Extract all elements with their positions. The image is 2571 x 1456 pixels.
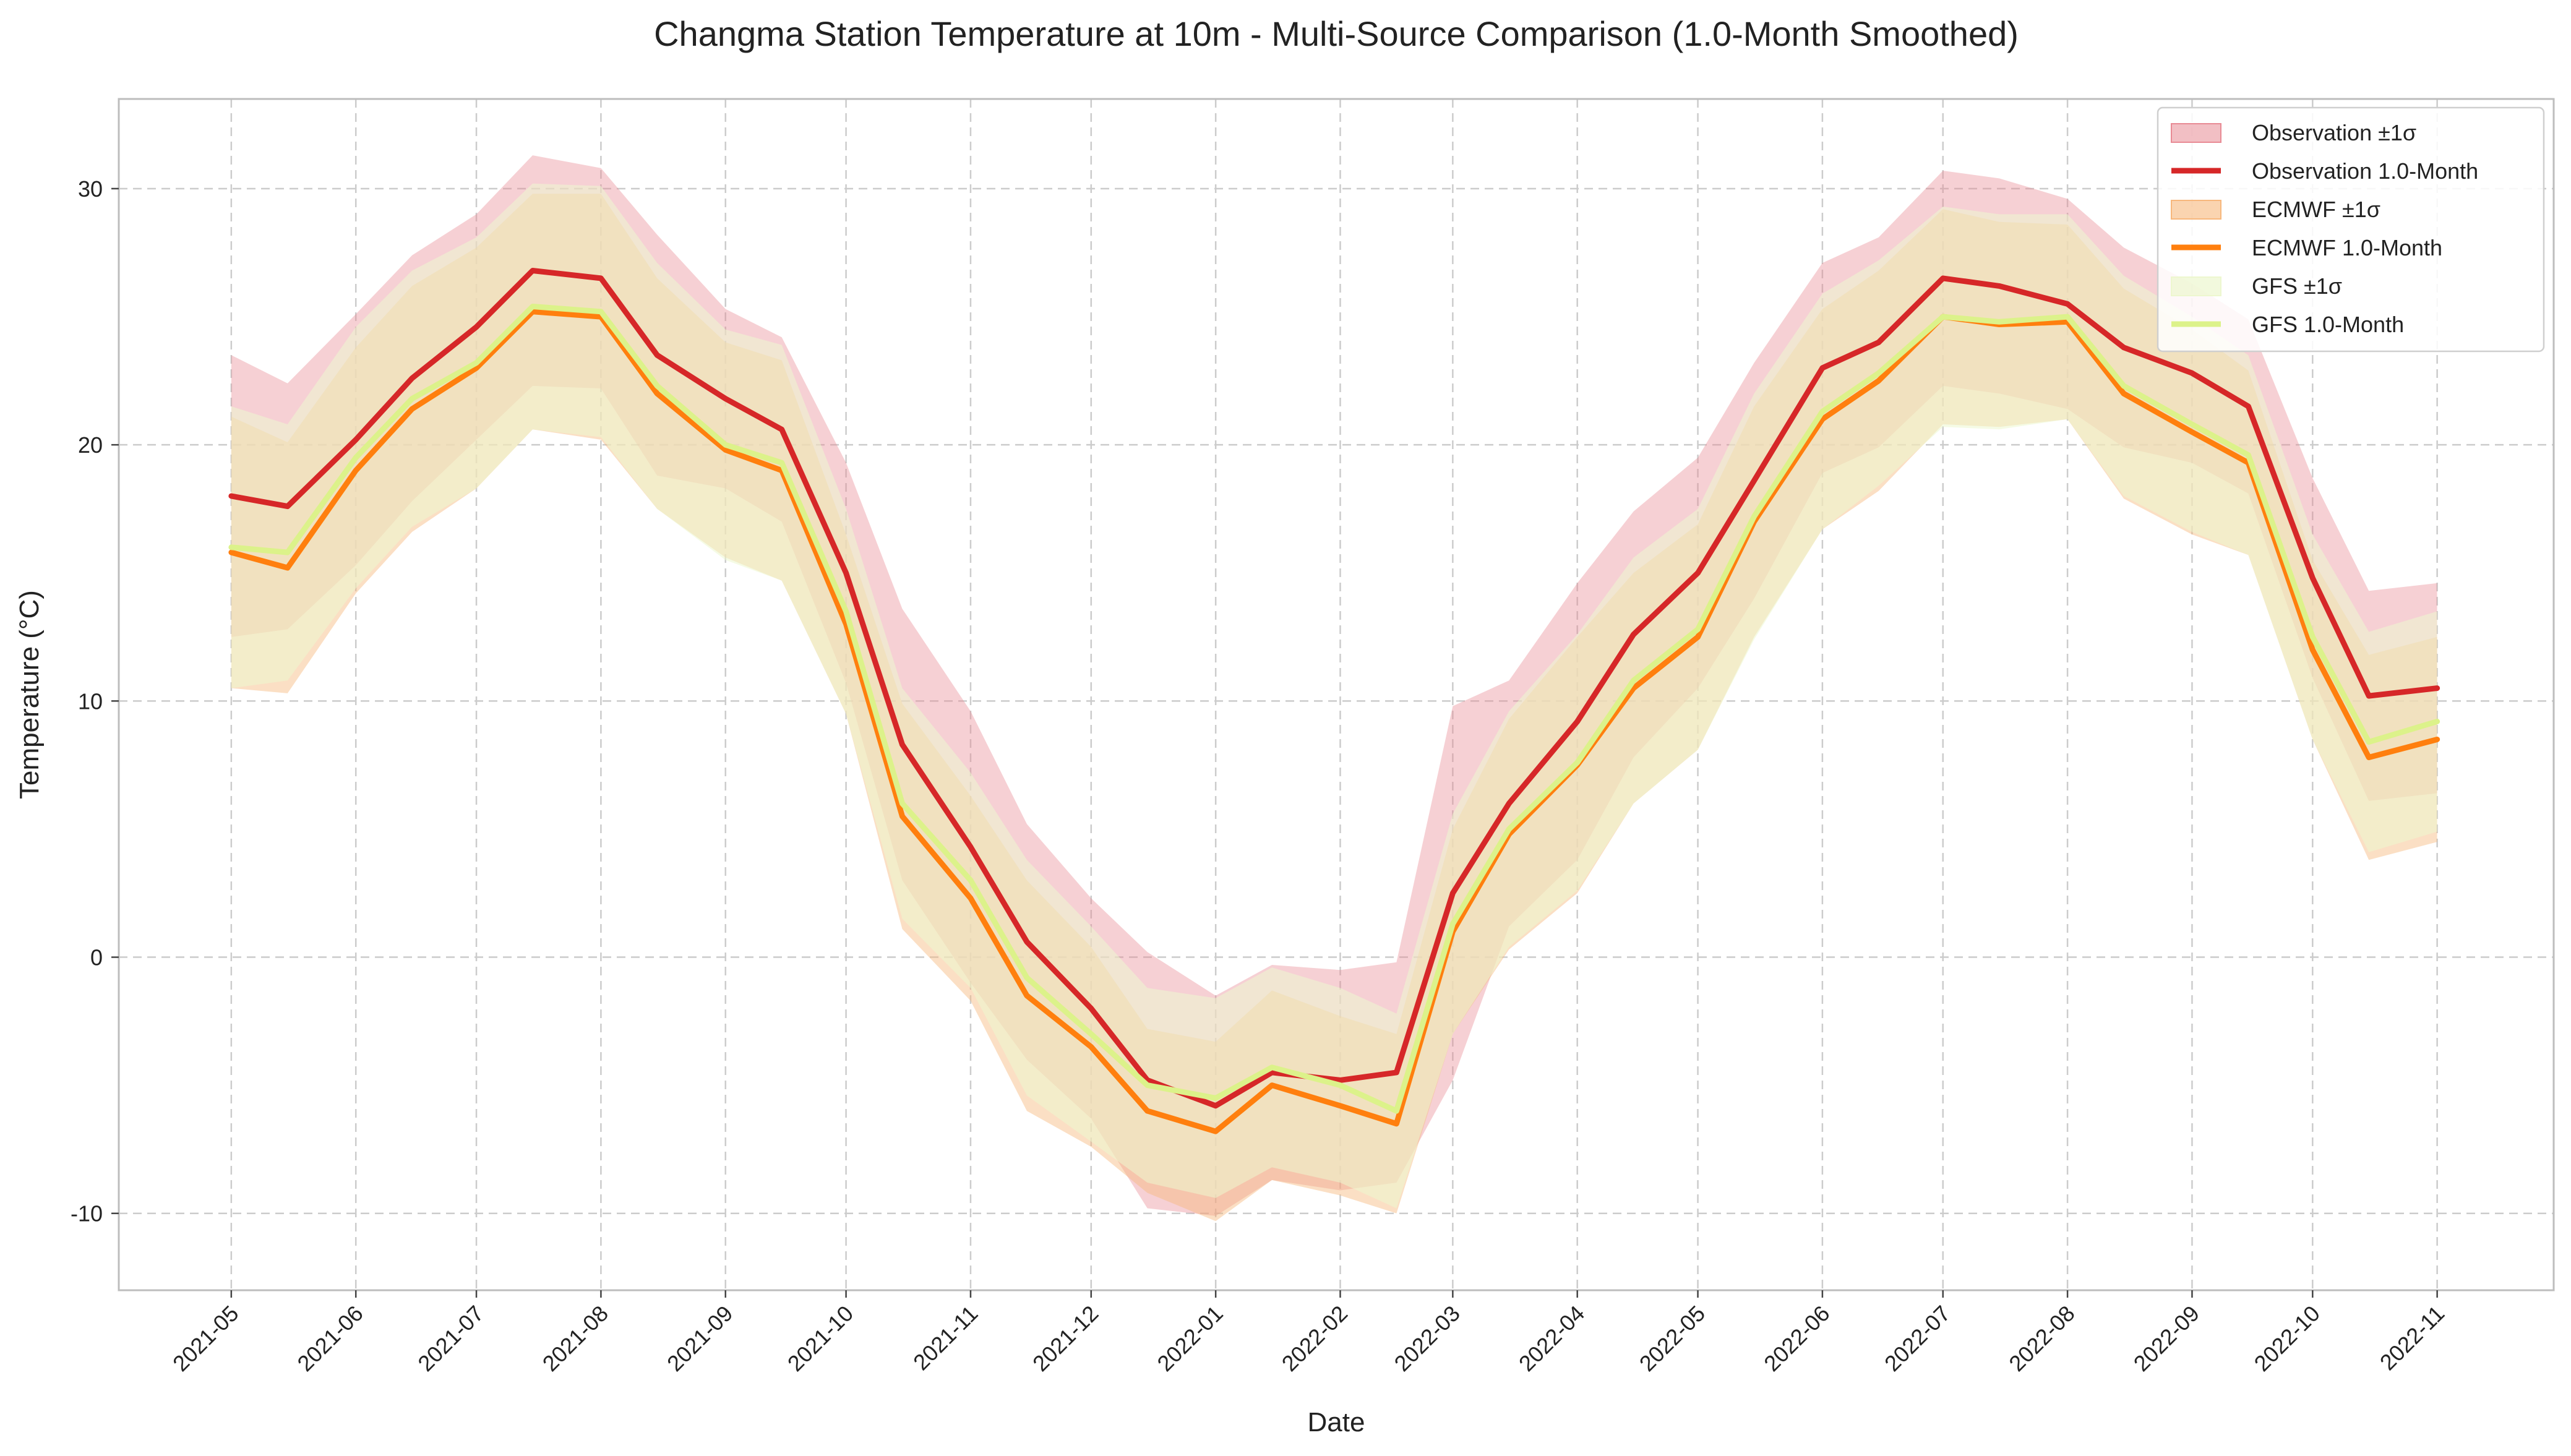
chart-title: Changma Station Temperature at 10m - Mul… [654,14,2019,53]
legend-swatch-band [2171,276,2221,296]
band-gfs-1 [231,183,2437,1209]
confidence-bands [231,155,2437,1222]
line-gfs-1-0-month [228,304,2440,1114]
plot-frame [118,98,2555,1291]
legend-swatch-band [2171,123,2221,143]
y-tick-label: 10 [78,688,103,714]
y-axis-ticks: -10 0 10 20 30 [71,176,119,1227]
y-tick-label: 20 [78,432,103,458]
y-tick-label: -10 [71,1201,103,1227]
grid [119,99,2554,1290]
legend-label: ECMWF 1.0-Month [2252,235,2442,260]
y-tick-label: 30 [78,176,103,202]
y-axis-label: Temperature (°C) [14,590,45,799]
legend-label: Observation 1.0-Month [2252,158,2478,184]
legend: Observation ±1σ Observation 1.0-Month ECMW… [2157,106,2545,353]
legend-label: GFS ±1σ [2252,273,2342,299]
line-ecmwf-1-0-month [228,309,2440,1134]
series-lines [228,268,2440,1134]
legend-swatch-band [2171,200,2221,220]
y-tick-label: 0 [90,945,103,970]
legend-box [2157,106,2545,353]
legend-label: GFS 1.0-Month [2252,312,2404,337]
legend-label: ECMWF ±1σ [2252,197,2380,222]
legend-label: Observation ±1σ [2252,120,2416,145]
line-observation-1-0-month [228,268,2440,1109]
x-axis-label: Date [1308,1407,1365,1437]
